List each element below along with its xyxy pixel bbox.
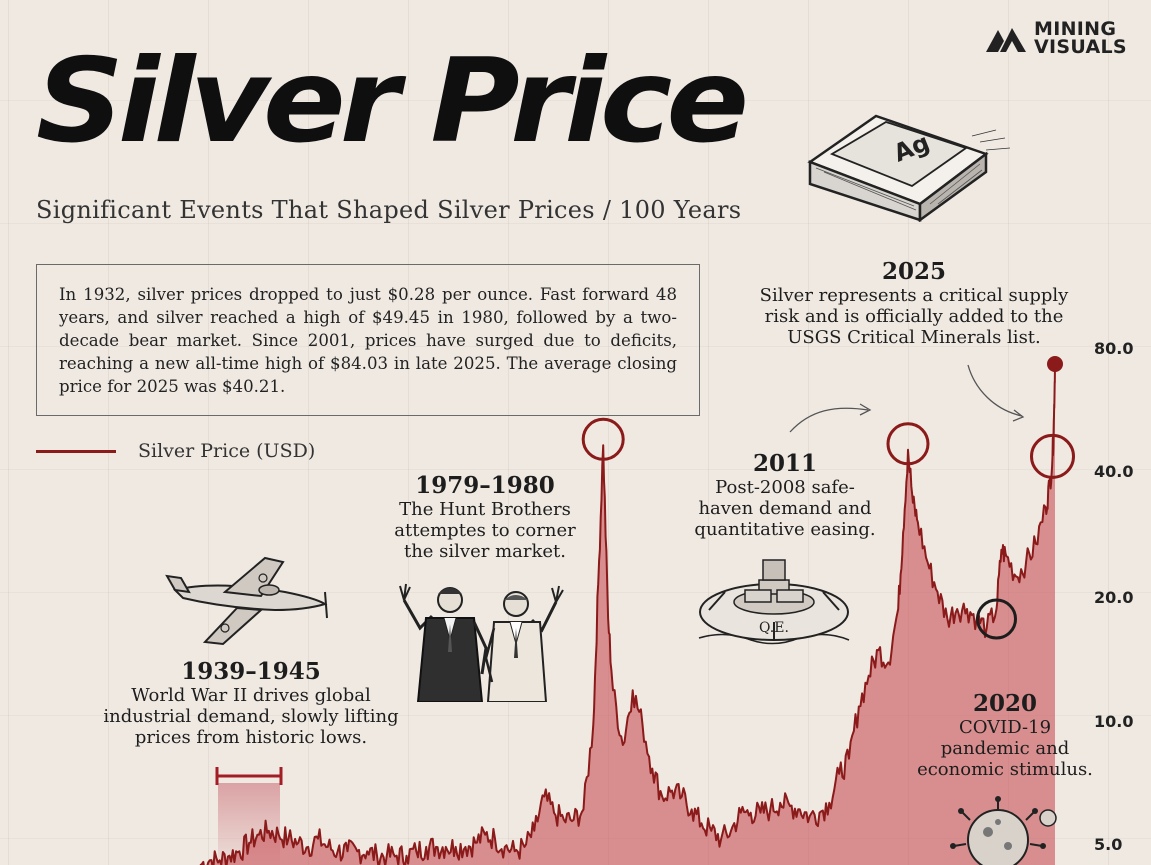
annotation-2020: 2020 COVID-19 pandemic and economic stim… bbox=[910, 690, 1100, 780]
annotation-ww2-line3: prices from historic lows. bbox=[134, 727, 368, 748]
annotation-ww2-line2: industrial demand, slowly lifting bbox=[103, 706, 399, 727]
annotation-hunt-line1: The Hunt Brothers bbox=[399, 499, 571, 520]
annotation-2011: 2011 Post-2008 safe- haven demand and qu… bbox=[680, 450, 890, 540]
annotation-hunt-line3: the silver market. bbox=[403, 541, 567, 562]
annotation-hunt: 1979–1980 The Hunt Brothers attemptes to… bbox=[380, 472, 590, 562]
annotation-2020-year: 2020 bbox=[972, 690, 1037, 717]
annotation-hunt-line2: attemptes to corner bbox=[394, 520, 576, 541]
annotation-2011-line3: quantitative easing. bbox=[694, 519, 876, 540]
annotation-2020-line3: economic stimulus. bbox=[917, 759, 1093, 780]
summary-box: In 1932, silver prices dropped to just $… bbox=[36, 264, 700, 416]
covid-virus-icon bbox=[950, 796, 1057, 865]
annotation-2025-line2: risk and is officially added to the bbox=[764, 306, 1064, 327]
qe-life-ring-icon: Q.E. bbox=[698, 559, 850, 645]
annotation-ww2-year: 1939–1945 bbox=[181, 658, 321, 685]
annotation-ww2-line1: World War II drives global bbox=[131, 685, 371, 706]
annotation-hunt-year: 1979–1980 bbox=[415, 472, 555, 499]
mining-visuals-logo-icon bbox=[986, 28, 1026, 52]
annotation-ww2: 1939–1945 World War II drives global ind… bbox=[96, 658, 406, 748]
page-subtitle: Significant Events That Shaped Silver Pr… bbox=[36, 196, 742, 224]
annotation-2025-line1: Silver represents a critical supply bbox=[759, 285, 1069, 306]
hunt-brothers-illustration bbox=[399, 583, 564, 702]
annotation-2025: 2025 Silver represents a critical supply… bbox=[744, 258, 1084, 348]
annotation-2025-year: 2025 bbox=[881, 258, 946, 285]
annotation-2020-line1: COVID-19 bbox=[958, 717, 1052, 738]
legend-label: Silver Price (USD) bbox=[138, 440, 316, 462]
annotation-2011-line2: haven demand and bbox=[698, 498, 872, 519]
legend-swatch bbox=[36, 449, 116, 453]
fighter-plane-icon bbox=[165, 556, 328, 646]
silver-ingot-icon: Ag bbox=[807, 114, 1010, 222]
brand-logo[interactable]: MINING VISUALS bbox=[984, 18, 1127, 58]
brand-name-line2: VISUALS bbox=[1034, 36, 1127, 58]
annotation-2011-line1: Post-2008 safe- bbox=[715, 477, 855, 498]
annotation-2025-line3: USGS Critical Minerals list. bbox=[787, 327, 1041, 348]
qe-label: Q.E. bbox=[759, 620, 789, 636]
annotation-2011-year: 2011 bbox=[752, 450, 817, 477]
brand-name-line1: MINING bbox=[1034, 18, 1117, 40]
annotation-2020-line2: pandemic and bbox=[940, 738, 1070, 759]
chart-legend: Silver Price (USD) bbox=[36, 440, 315, 462]
page-title: Silver Price bbox=[36, 33, 749, 169]
